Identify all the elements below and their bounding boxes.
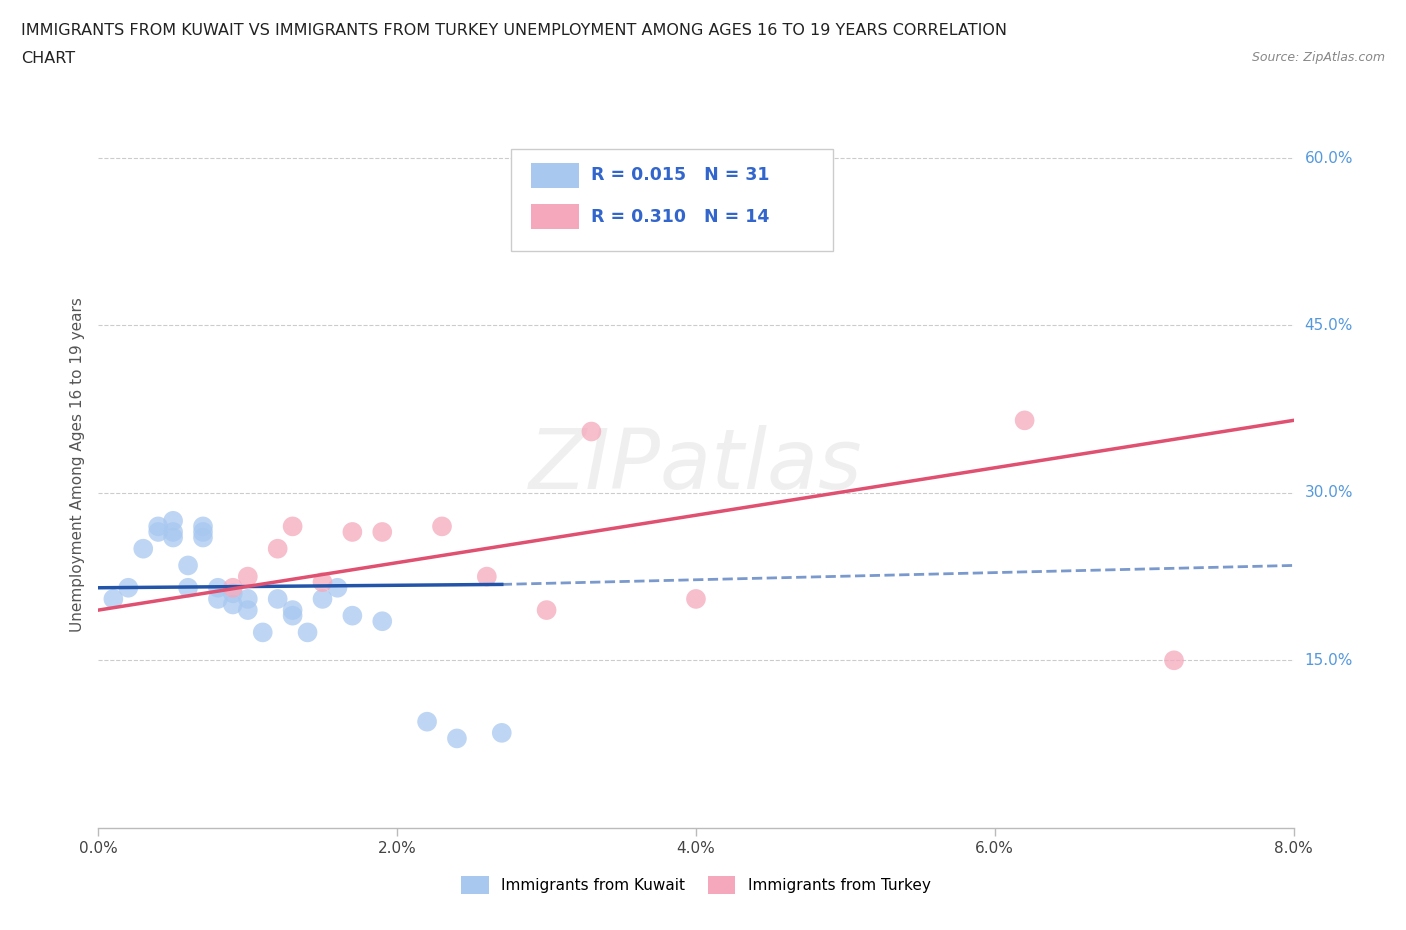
Bar [531, 204, 579, 229]
Point [267, 541, 290, 556]
Point [311, 575, 333, 590]
Text: 15.0%: 15.0% [1305, 653, 1353, 668]
Text: CHART: CHART [21, 51, 75, 66]
Point [1014, 413, 1036, 428]
Bar [531, 163, 579, 188]
Point [685, 591, 707, 606]
Point [281, 519, 304, 534]
Point [267, 591, 290, 606]
Point [342, 608, 364, 623]
Point [281, 603, 304, 618]
Point [162, 513, 184, 528]
Text: R = 0.310   N = 14: R = 0.310 N = 14 [591, 208, 769, 226]
Point [281, 608, 304, 623]
Point [1163, 653, 1185, 668]
Point [222, 580, 245, 595]
Point [475, 569, 498, 584]
Point [191, 519, 214, 534]
Point [103, 591, 125, 606]
Point [236, 603, 259, 618]
Point [177, 558, 200, 573]
Text: 60.0%: 60.0% [1305, 151, 1353, 166]
Point [148, 519, 170, 534]
Point [191, 530, 214, 545]
Point [297, 625, 319, 640]
Point [162, 530, 184, 545]
Point [491, 725, 513, 740]
Text: IMMIGRANTS FROM KUWAIT VS IMMIGRANTS FROM TURKEY UNEMPLOYMENT AMONG AGES 16 TO 1: IMMIGRANTS FROM KUWAIT VS IMMIGRANTS FRO… [21, 23, 1007, 38]
Point [430, 519, 453, 534]
Text: ZIPatlas: ZIPatlas [529, 424, 863, 506]
Point [132, 541, 155, 556]
Point [581, 424, 603, 439]
Point [371, 614, 394, 629]
Text: 45.0%: 45.0% [1305, 318, 1353, 333]
Text: Source: ZipAtlas.com: Source: ZipAtlas.com [1251, 51, 1385, 64]
Point [148, 525, 170, 539]
Point [371, 525, 394, 539]
Point [191, 525, 214, 539]
Point [222, 586, 245, 601]
Point [236, 569, 259, 584]
Legend: Immigrants from Kuwait, Immigrants from Turkey: Immigrants from Kuwait, Immigrants from … [456, 870, 936, 900]
Text: R = 0.015   N = 31: R = 0.015 N = 31 [591, 166, 769, 184]
Point [207, 591, 229, 606]
Point [416, 714, 439, 729]
Point [117, 580, 139, 595]
Point [311, 591, 333, 606]
Point [222, 597, 245, 612]
Point [207, 580, 229, 595]
Point [326, 580, 349, 595]
Point [177, 580, 200, 595]
FancyBboxPatch shape [510, 150, 834, 251]
Point [446, 731, 468, 746]
Text: 30.0%: 30.0% [1305, 485, 1353, 500]
Point [162, 525, 184, 539]
Point [252, 625, 274, 640]
Point [236, 591, 259, 606]
Point [536, 603, 558, 618]
Y-axis label: Unemployment Among Ages 16 to 19 years: Unemployment Among Ages 16 to 19 years [69, 298, 84, 632]
Point [342, 525, 364, 539]
